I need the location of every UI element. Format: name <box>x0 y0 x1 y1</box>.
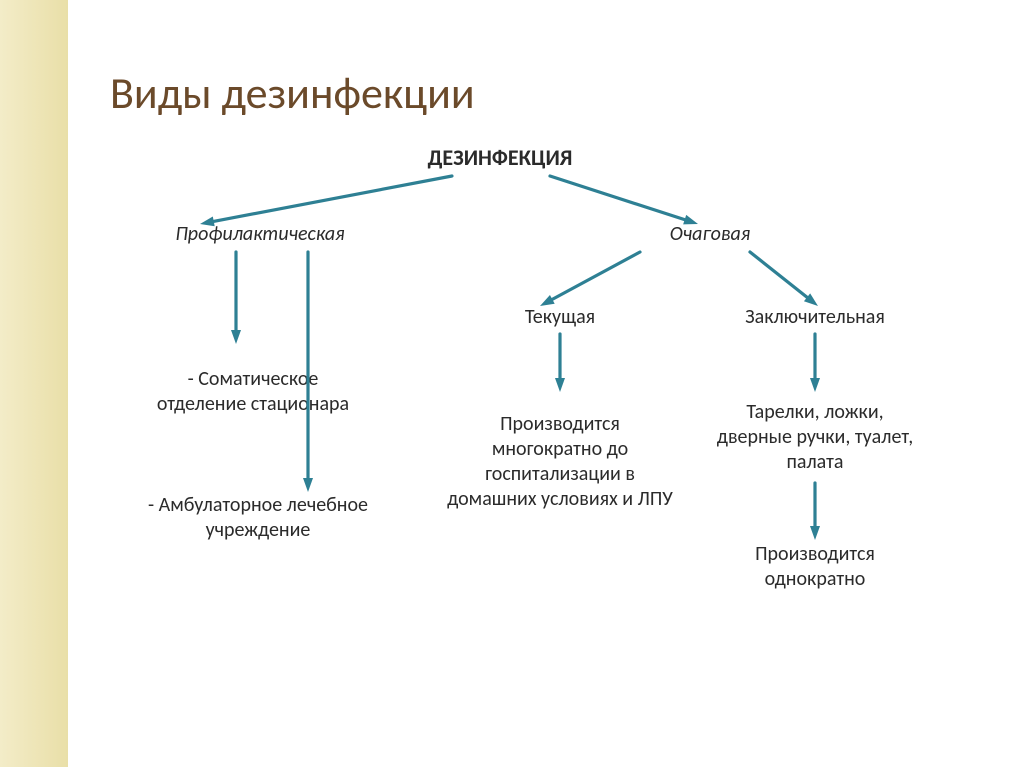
slide-title: Виды дезинфекции <box>110 66 475 120</box>
node-somatic: - Соматическое отделение стационара <box>153 367 353 417</box>
node-current: Текущая <box>485 305 635 330</box>
node-current-desc: Производится многократно до госпитализац… <box>445 412 675 512</box>
node-outpatient: - Амбулаторное лечебное учреждение <box>143 493 373 543</box>
slide: Виды дезинфекции ДЕЗИНФЕКЦИЯ Профилактич… <box>0 0 1024 767</box>
node-final: Заключительная <box>715 305 915 330</box>
node-final-desc: Тарелки, ложки, дверные ручки, туалет, п… <box>710 400 920 475</box>
side-strip <box>0 0 68 767</box>
node-focal: Очаговая <box>630 222 790 247</box>
node-root: ДЕЗИНФЕКЦИЯ <box>390 144 610 172</box>
node-prevent: Профилактическая <box>140 222 380 247</box>
node-once: Производится однократно <box>715 542 915 592</box>
